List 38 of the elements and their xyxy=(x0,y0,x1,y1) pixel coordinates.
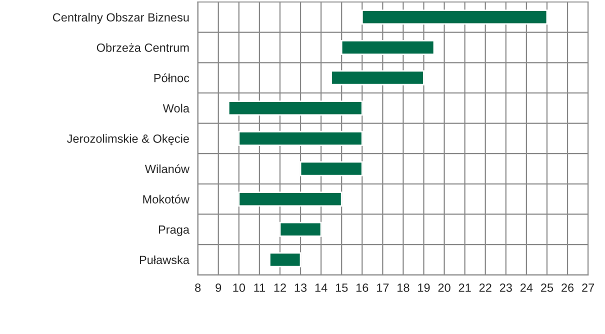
x-tick-label: 12 xyxy=(274,284,286,292)
y-tick-label: Obrzeża Centrum xyxy=(96,43,189,52)
x-tick-label: 23 xyxy=(500,284,512,292)
x-tick-label: 16 xyxy=(356,284,368,292)
y-tick-label: Północ xyxy=(154,73,190,82)
x-tick-label: 15 xyxy=(336,284,348,292)
y-tick-label: Wola xyxy=(162,104,190,113)
x-tick-label: 17 xyxy=(377,284,389,292)
x-tick-label: 11 xyxy=(254,284,266,292)
y-tick-label: Puławska xyxy=(140,255,190,264)
x-tick-label: 20 xyxy=(438,284,450,292)
x-tick-label: 25 xyxy=(541,284,554,292)
bar xyxy=(361,10,548,25)
bar xyxy=(238,130,363,146)
y-tick-label: Centralny Obszar Biznesu xyxy=(52,12,189,24)
bar xyxy=(269,252,302,268)
x-tick-label: 10 xyxy=(233,284,246,292)
bar xyxy=(300,161,363,176)
bar xyxy=(228,100,363,116)
y-tick-label: Wilanów xyxy=(144,164,190,174)
x-tick-label: 26 xyxy=(562,284,574,292)
x-tick-label: 13 xyxy=(294,284,307,292)
x-tick-label: 22 xyxy=(479,284,492,292)
y-tick-label: Praga xyxy=(158,226,190,236)
x-tick-label: 9 xyxy=(216,284,222,292)
bar xyxy=(238,192,342,207)
bar xyxy=(330,70,424,86)
x-tick-label: 24 xyxy=(520,284,533,292)
x-tick-label: 8 xyxy=(195,284,201,292)
x-tick-label: 19 xyxy=(418,284,430,292)
bar xyxy=(340,40,435,55)
y-tick-label: Mokotów xyxy=(143,194,190,204)
y-tick-label: Jerozolimskie & Okęcie xyxy=(67,134,189,146)
x-tick-label: 14 xyxy=(315,284,328,292)
x-tick-label: 21 xyxy=(458,284,471,292)
x-tick-label: 18 xyxy=(398,284,410,292)
x-tick-label: 27 xyxy=(582,284,594,292)
bar xyxy=(279,222,322,237)
